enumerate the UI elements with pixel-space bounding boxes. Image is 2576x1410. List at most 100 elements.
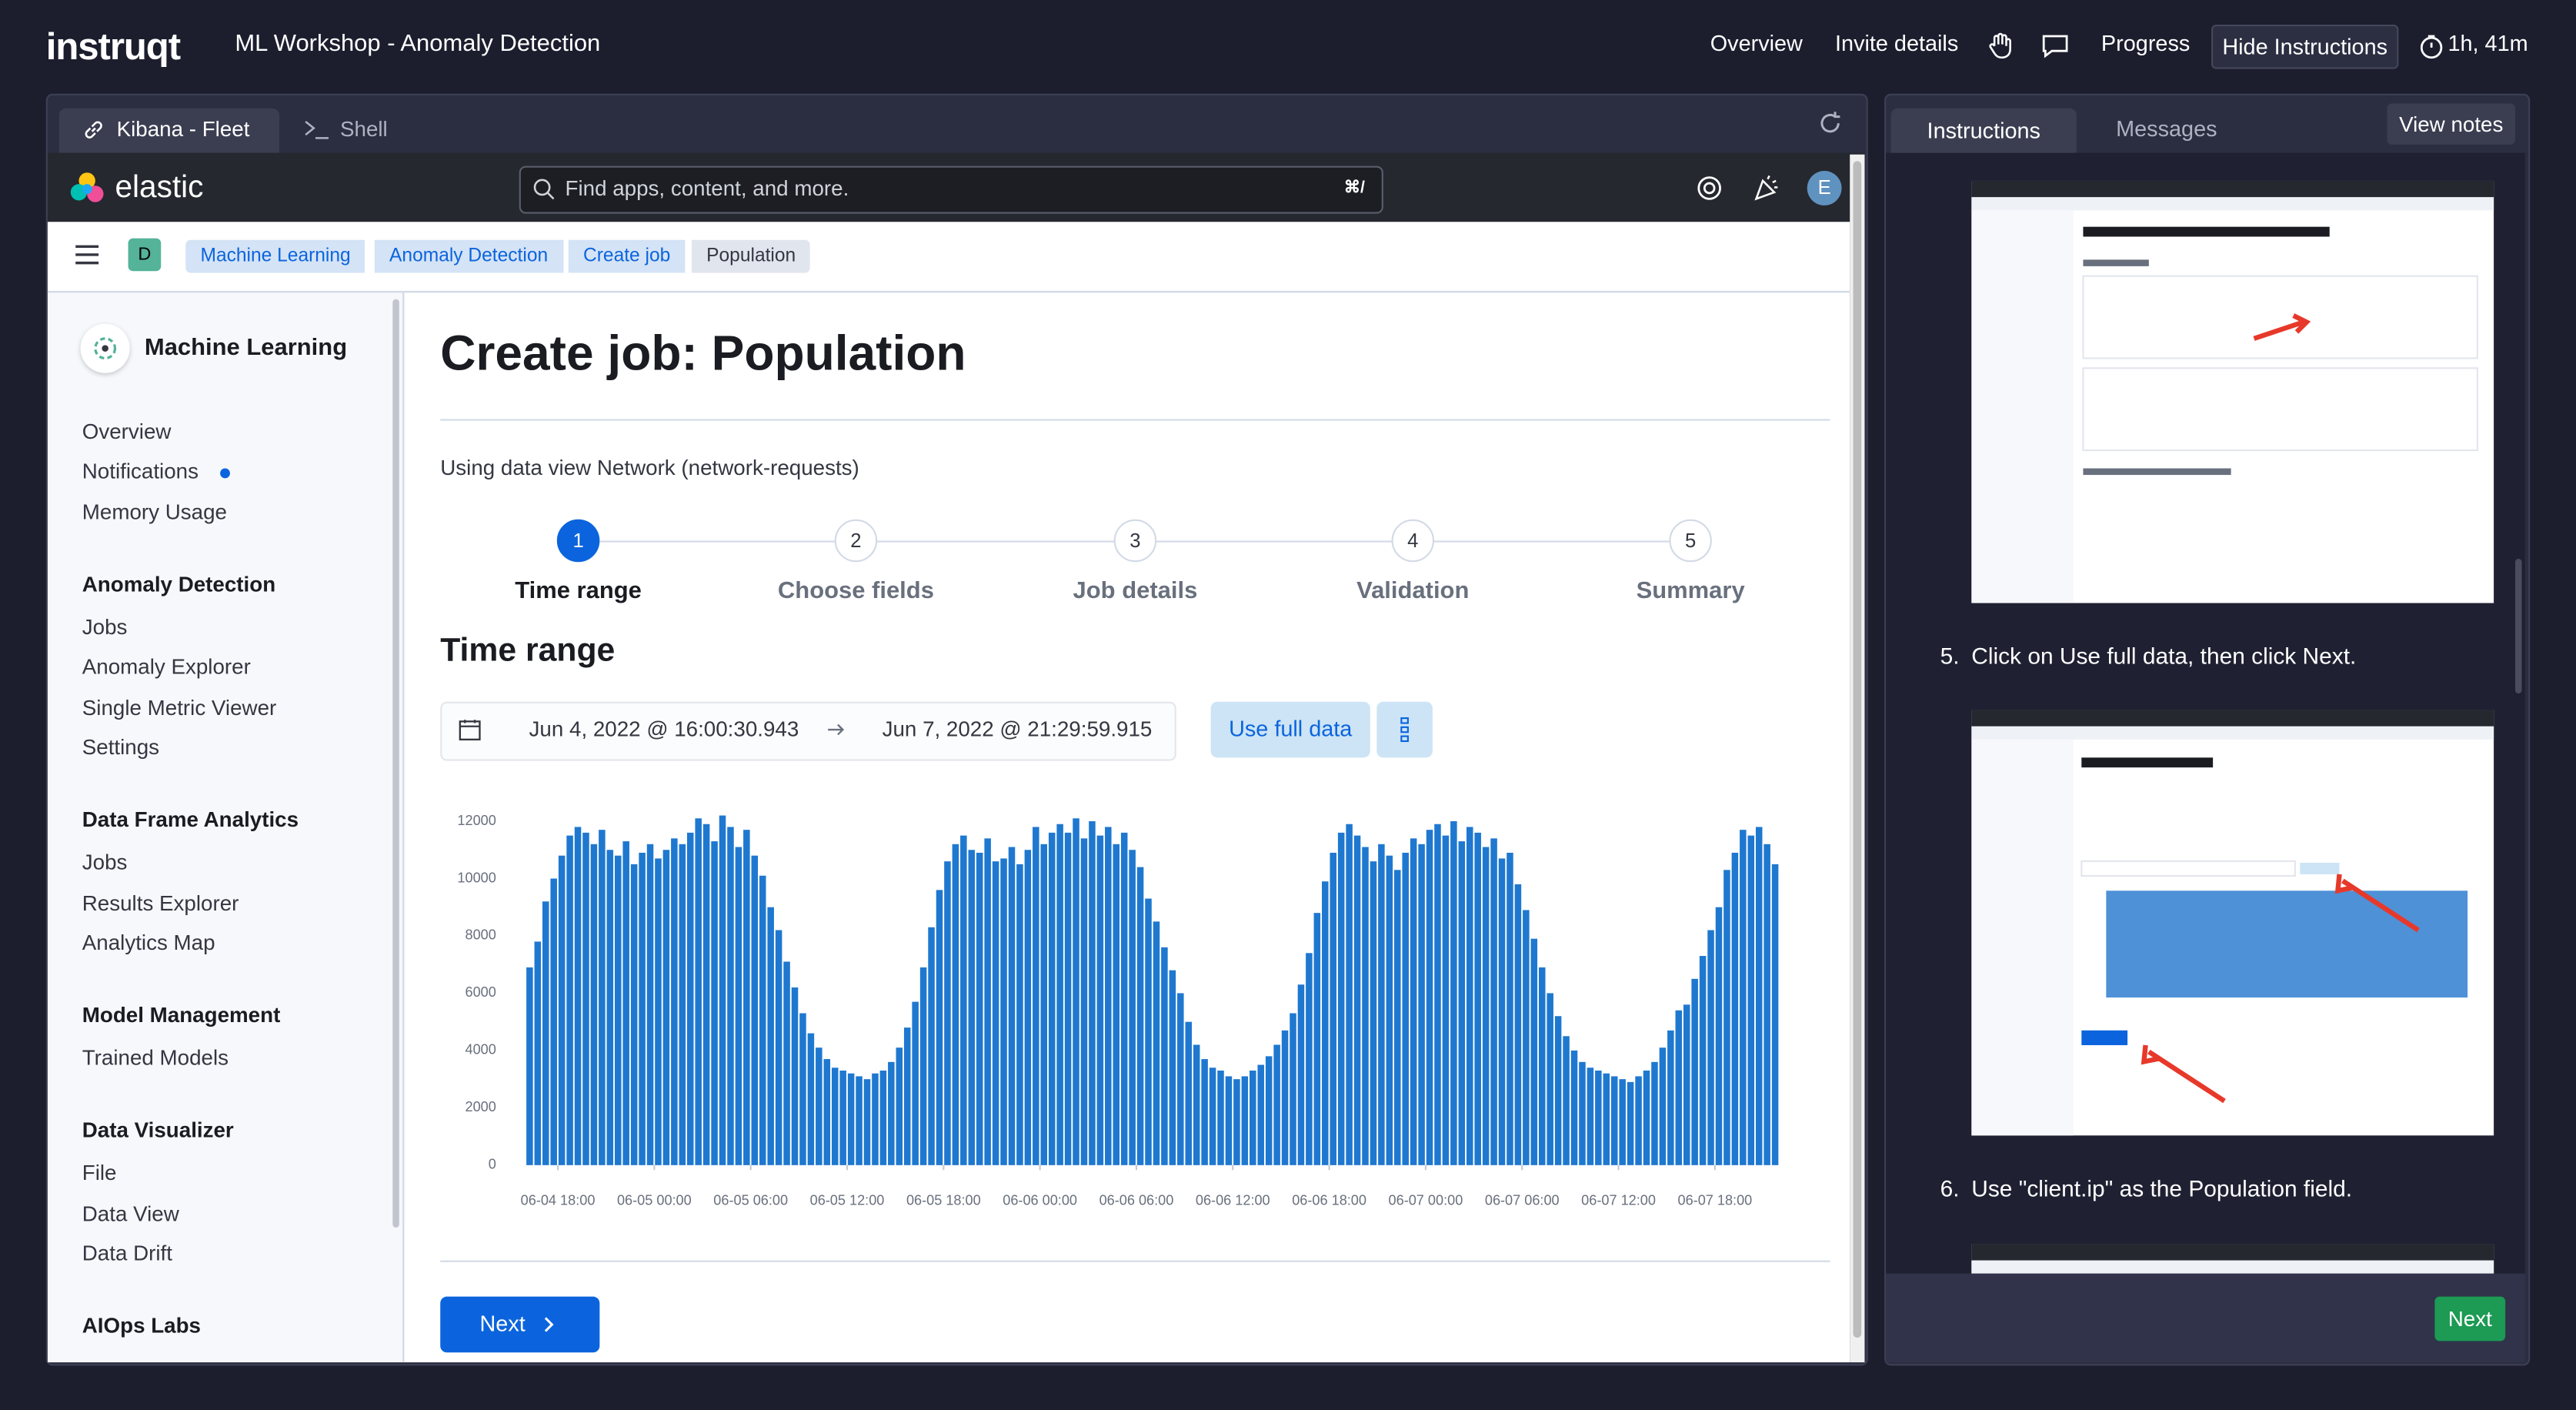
- view-notes-button[interactable]: View notes: [2387, 103, 2515, 145]
- bar: [1209, 1068, 1216, 1165]
- menu-icon[interactable]: [74, 243, 100, 266]
- notification-dot: [220, 468, 230, 479]
- breadcrumb[interactable]: Anomaly Detection: [374, 239, 563, 273]
- bar: [888, 1061, 895, 1165]
- bar: [1241, 1076, 1249, 1165]
- step-label: Choose fields: [777, 578, 934, 605]
- nav-item[interactable]: Single Metric Viewer: [82, 695, 277, 720]
- bar: [1281, 1030, 1289, 1165]
- end-date[interactable]: Jun 7, 2022 @ 21:29:59.915: [882, 716, 1153, 741]
- bar: [671, 838, 678, 1165]
- nav-link[interactable]: Overview: [1710, 31, 1803, 56]
- nav-item[interactable]: Memory Usage: [82, 500, 227, 525]
- bar: [1643, 1070, 1650, 1165]
- bar: [816, 1047, 823, 1165]
- next-button[interactable]: [440, 1296, 600, 1353]
- screenshot-thumbnail: [1971, 710, 2494, 1136]
- news-icon[interactable]: [1753, 174, 1780, 202]
- bar: [1136, 867, 1144, 1165]
- bar: [1731, 852, 1739, 1165]
- nav-item[interactable]: Data View: [82, 1201, 179, 1226]
- x-tick-label: 06-07 06:00: [1485, 1193, 1560, 1208]
- sidebar-title: Machine Learning: [144, 335, 348, 362]
- bar: [1627, 1081, 1634, 1165]
- nav-link[interactable]: Progress: [2101, 31, 2191, 56]
- bar: [679, 844, 686, 1165]
- bar: [1193, 1044, 1200, 1165]
- tab-active[interactable]: [58, 108, 279, 153]
- nav-heading: Data Frame Analytics: [82, 807, 299, 832]
- bar: [1257, 1064, 1264, 1165]
- space-badge[interactable]: D: [128, 238, 162, 272]
- nav-item[interactable]: File: [82, 1160, 117, 1185]
- bar: [1201, 1059, 1208, 1165]
- bar: [1233, 1079, 1240, 1165]
- use-full-data-button[interactable]: Use full data: [1210, 701, 1370, 758]
- nav-item[interactable]: Trained Models: [82, 1044, 229, 1071]
- tab-label[interactable]: Shell: [339, 116, 388, 142]
- bar: [1225, 1076, 1233, 1165]
- date-picker[interactable]: [440, 701, 1176, 761]
- x-tick-label: 06-05 12:00: [810, 1193, 885, 1208]
- bar: [1337, 832, 1345, 1165]
- next-label[interactable]: Next: [479, 1311, 526, 1336]
- bar: [1297, 984, 1305, 1165]
- bar: [1434, 824, 1441, 1165]
- avatar[interactable]: E: [1807, 171, 1842, 205]
- refresh-icon[interactable]: [1817, 110, 1844, 136]
- search-box[interactable]: [519, 165, 1383, 214]
- y-tick-label: 6000: [465, 984, 496, 1000]
- bar: [1322, 881, 1329, 1165]
- breadcrumb[interactable]: Create job: [568, 239, 686, 273]
- breadcrumb[interactable]: Machine Learning: [185, 239, 365, 273]
- chevron-icon: [544, 1317, 554, 1332]
- bar: [799, 1013, 806, 1165]
- hide-instructions-button[interactable]: Hide Instructions: [2211, 25, 2399, 69]
- step-number: 6.: [1940, 1174, 1960, 1201]
- divider: [440, 419, 1830, 421]
- bar: [1185, 1021, 1192, 1165]
- bar: [1265, 1056, 1273, 1165]
- nav-link[interactable]: Invite details: [1835, 31, 1959, 56]
- nav-heading: AIOps Labs: [82, 1313, 202, 1338]
- bar: [1048, 832, 1056, 1165]
- bar: [599, 830, 606, 1165]
- nav-item[interactable]: Analytics Map: [82, 930, 215, 955]
- options-button[interactable]: [1376, 701, 1433, 758]
- bar: [1313, 913, 1321, 1165]
- nav-item[interactable]: Overview: [82, 419, 172, 444]
- bar: [1033, 827, 1039, 1165]
- tab-active[interactable]: Instructions: [1890, 108, 2077, 153]
- bar: [743, 830, 750, 1165]
- bar: [1410, 838, 1417, 1165]
- bar: [863, 1079, 871, 1165]
- tab-label[interactable]: Messages: [2116, 116, 2217, 142]
- bar: [1763, 844, 1770, 1165]
- help-icon[interactable]: [1696, 174, 1723, 202]
- nav-item[interactable]: Anomaly Explorer: [82, 653, 251, 679]
- bar: [944, 861, 951, 1165]
- bar: [1538, 967, 1546, 1165]
- bar: [1659, 1047, 1667, 1165]
- nav-item[interactable]: Settings: [82, 734, 160, 760]
- start-date[interactable]: Jun 4, 2022 @ 16:00:30.943: [529, 716, 799, 741]
- bar: [1771, 864, 1779, 1165]
- nav-item[interactable]: Jobs: [82, 849, 128, 874]
- next-step-button[interactable]: Next: [2434, 1296, 2506, 1342]
- x-tick-label: 06-07 00:00: [1389, 1193, 1463, 1208]
- chat-icon[interactable]: [2040, 32, 2070, 61]
- breadcrumb-current: Population: [691, 239, 811, 273]
- step-label: Job details: [1073, 578, 1198, 605]
- bar: [1177, 993, 1184, 1165]
- hand-icon[interactable]: [1986, 32, 2015, 61]
- nav-item[interactable]: Notifications: [82, 458, 199, 483]
- bar: [1707, 930, 1714, 1165]
- tab-label[interactable]: Kibana - Fleet: [116, 116, 250, 142]
- nav-item[interactable]: Data Drift: [82, 1241, 172, 1266]
- bar: [1498, 858, 1506, 1165]
- bar: [1096, 835, 1104, 1165]
- bar: [903, 1027, 911, 1165]
- nav-item[interactable]: Jobs: [82, 614, 128, 640]
- nav-item[interactable]: Results Explorer: [82, 890, 239, 916]
- step-circle: 5: [1669, 519, 1712, 563]
